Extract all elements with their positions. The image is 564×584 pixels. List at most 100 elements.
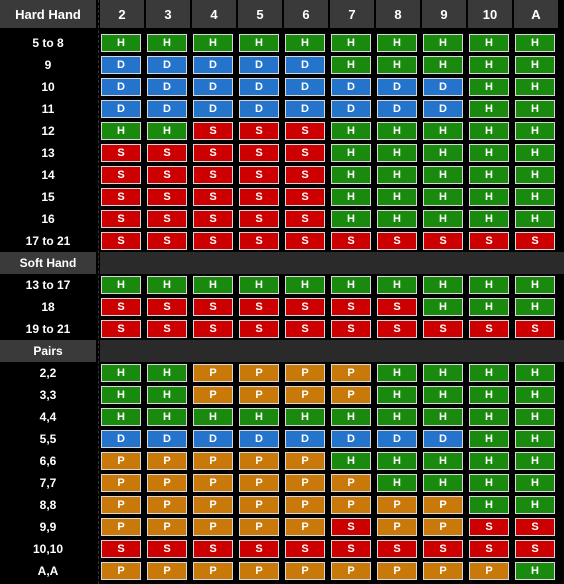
strategy-cell: H bbox=[193, 408, 233, 426]
strategy-cell: H bbox=[515, 408, 555, 426]
strategy-cell: H bbox=[377, 144, 417, 162]
strategy-cell: P bbox=[239, 386, 279, 404]
strategy-cell: S bbox=[331, 518, 371, 536]
strategy-cell: S bbox=[331, 298, 371, 316]
strategy-cell: H bbox=[469, 496, 509, 514]
strategy-cell: H bbox=[515, 210, 555, 228]
strategy-cell: H bbox=[423, 276, 463, 294]
section-band bbox=[100, 252, 564, 274]
strategy-cell: P bbox=[101, 562, 141, 580]
row-label: 10,10 bbox=[32, 542, 64, 556]
strategy-cell: H bbox=[331, 122, 371, 140]
strategy-cell: S bbox=[239, 320, 279, 338]
strategy-cell: H bbox=[469, 386, 509, 404]
row-label: A,A bbox=[37, 564, 59, 578]
row-label: 6,6 bbox=[39, 454, 57, 468]
strategy-cell: H bbox=[239, 34, 279, 52]
strategy-cell: D bbox=[147, 100, 187, 118]
strategy-cell: S bbox=[101, 232, 141, 250]
strategy-cell: H bbox=[469, 452, 509, 470]
strategy-cell: D bbox=[377, 78, 417, 96]
strategy-cell: P bbox=[239, 518, 279, 536]
strategy-cell: H bbox=[377, 408, 417, 426]
strategy-cell: H bbox=[147, 408, 187, 426]
strategy-cell: H bbox=[515, 78, 555, 96]
strategy-cell: H bbox=[101, 122, 141, 140]
strategy-cell: P bbox=[331, 386, 371, 404]
row-label: 5,5 bbox=[39, 432, 57, 446]
row-label: 4,4 bbox=[39, 410, 57, 424]
strategy-cell: D bbox=[147, 56, 187, 74]
strategy-cell: H bbox=[285, 34, 325, 52]
column-header: 6 bbox=[284, 0, 328, 28]
strategy-cell: H bbox=[469, 34, 509, 52]
strategy-cell: S bbox=[101, 144, 141, 162]
strategy-cell: S bbox=[147, 166, 187, 184]
strategy-cell: H bbox=[377, 188, 417, 206]
strategy-cell: S bbox=[285, 144, 325, 162]
strategy-cell: H bbox=[515, 430, 555, 448]
strategy-cell: P bbox=[239, 474, 279, 492]
strategy-cell: S bbox=[331, 540, 371, 558]
strategy-cell: S bbox=[147, 320, 187, 338]
row-label: 10 bbox=[41, 80, 55, 94]
strategy-cell: H bbox=[469, 474, 509, 492]
strategy-cell: P bbox=[285, 452, 325, 470]
strategy-cell: D bbox=[193, 100, 233, 118]
row-label: 8,8 bbox=[39, 498, 57, 512]
strategy-cell: D bbox=[193, 430, 233, 448]
strategy-cell: S bbox=[239, 210, 279, 228]
strategy-cell: H bbox=[377, 386, 417, 404]
strategy-cell: H bbox=[101, 34, 141, 52]
strategy-cell: P bbox=[193, 518, 233, 536]
strategy-cell: S bbox=[101, 320, 141, 338]
strategy-cell: P bbox=[147, 518, 187, 536]
strategy-cell: P bbox=[285, 364, 325, 382]
strategy-cell: H bbox=[515, 100, 555, 118]
section-label: Pairs bbox=[0, 340, 96, 362]
strategy-cell: H bbox=[331, 452, 371, 470]
column-divider bbox=[98, 0, 100, 584]
strategy-cell: P bbox=[423, 562, 463, 580]
strategy-cell: H bbox=[377, 276, 417, 294]
strategy-cell: P bbox=[101, 474, 141, 492]
strategy-cell: P bbox=[147, 474, 187, 492]
strategy-cell: S bbox=[285, 320, 325, 338]
strategy-cell: H bbox=[515, 562, 555, 580]
strategy-cell: P bbox=[377, 496, 417, 514]
strategy-cell: D bbox=[239, 100, 279, 118]
strategy-cell: H bbox=[377, 34, 417, 52]
strategy-cell: H bbox=[469, 100, 509, 118]
strategy-cell: S bbox=[101, 188, 141, 206]
strategy-cell: H bbox=[101, 276, 141, 294]
row-label: 2,2 bbox=[39, 366, 57, 380]
strategy-cell: D bbox=[101, 56, 141, 74]
strategy-cell: S bbox=[285, 232, 325, 250]
strategy-cell: P bbox=[423, 518, 463, 536]
strategy-cell: P bbox=[101, 496, 141, 514]
row-label: 3,3 bbox=[39, 388, 57, 402]
strategy-cell: H bbox=[423, 34, 463, 52]
strategy-cell: S bbox=[515, 320, 555, 338]
strategy-cell: H bbox=[469, 408, 509, 426]
strategy-cell: P bbox=[193, 452, 233, 470]
strategy-cell: S bbox=[515, 232, 555, 250]
strategy-cell: S bbox=[377, 232, 417, 250]
strategy-cell: S bbox=[423, 320, 463, 338]
strategy-cell: D bbox=[331, 78, 371, 96]
row-label: 14 bbox=[41, 168, 55, 182]
strategy-cell: D bbox=[285, 78, 325, 96]
strategy-cell: P bbox=[193, 562, 233, 580]
strategy-cell: D bbox=[331, 100, 371, 118]
strategy-cell: P bbox=[331, 364, 371, 382]
strategy-cell: D bbox=[101, 78, 141, 96]
strategy-cell: H bbox=[423, 386, 463, 404]
row-label: 9 bbox=[44, 58, 52, 72]
strategy-cell: P bbox=[239, 496, 279, 514]
strategy-cell: H bbox=[239, 408, 279, 426]
row-label: 13 to 17 bbox=[25, 278, 71, 292]
strategy-cell: S bbox=[239, 166, 279, 184]
strategy-cell: P bbox=[469, 562, 509, 580]
strategy-cell: P bbox=[377, 562, 417, 580]
row-label: 17 to 21 bbox=[25, 234, 71, 248]
